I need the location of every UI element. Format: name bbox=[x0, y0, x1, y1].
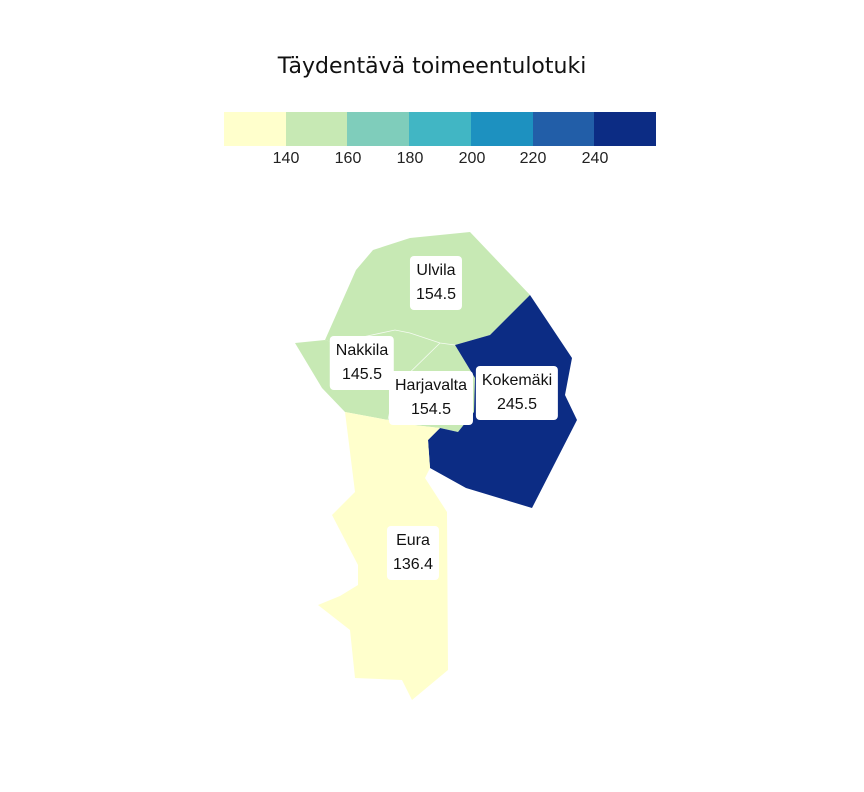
label-nakkila: Nakkila 145.5 bbox=[329, 336, 395, 390]
legend-swatch bbox=[594, 112, 657, 146]
legend-swatch bbox=[347, 112, 410, 146]
legend-swatch bbox=[409, 112, 471, 146]
legend-tick: 200 bbox=[458, 150, 486, 167]
region-name: Ulvila bbox=[416, 262, 456, 279]
label-ulvila: Ulvila 154.5 bbox=[409, 256, 463, 310]
region-value: 245.5 bbox=[496, 396, 538, 413]
legend-tick: 140 bbox=[272, 150, 300, 167]
legend-tick: 220 bbox=[519, 150, 547, 167]
color-legend bbox=[224, 112, 657, 146]
region-eura[interactable] bbox=[318, 412, 448, 700]
region-value: 136.4 bbox=[392, 556, 434, 573]
legend-tick: 160 bbox=[334, 150, 362, 167]
region-name: Harjavalta bbox=[394, 377, 468, 394]
region-name: Kokemäki bbox=[481, 372, 553, 389]
region-value: 154.5 bbox=[410, 401, 452, 418]
region-value: 154.5 bbox=[415, 286, 457, 303]
legend-tick: 240 bbox=[581, 150, 609, 167]
label-eura: Eura 136.4 bbox=[386, 526, 440, 580]
region-name: Eura bbox=[396, 532, 430, 549]
region-value: 145.5 bbox=[341, 366, 383, 383]
legend-swatch bbox=[224, 112, 286, 146]
legend-swatch bbox=[470, 112, 533, 146]
legend-swatch bbox=[285, 112, 348, 146]
map-title: Täydentävä toimeentulotuki bbox=[277, 54, 587, 79]
label-harjavalta: Harjavalta 154.5 bbox=[388, 371, 474, 425]
label-kokemaki: Kokemäki 245.5 bbox=[475, 366, 559, 420]
legend-ticks: 140 160 180 200 220 240 bbox=[224, 150, 656, 174]
legend-tick: 180 bbox=[396, 150, 424, 167]
region-name: Nakkila bbox=[335, 342, 389, 359]
legend-swatch bbox=[532, 112, 595, 146]
